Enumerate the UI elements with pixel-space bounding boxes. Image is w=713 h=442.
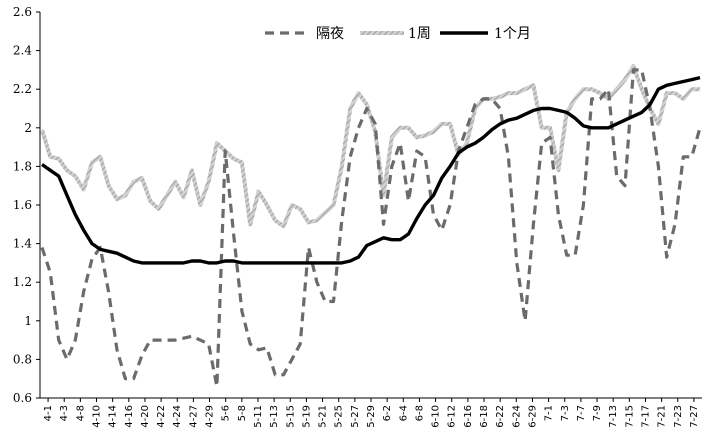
x-tick-label: 6-18 (479, 405, 490, 428)
x-tick-label: 6-2 (382, 405, 393, 421)
x-tick-label: 6-16 (463, 405, 474, 428)
x-tick-label: 5-11 (253, 405, 264, 428)
x-tick-label: 5-8 (237, 405, 248, 421)
y-tick-label: 1.8 (13, 159, 32, 173)
x-tick-label: 6-24 (511, 405, 522, 428)
legend: 隔夜 1周 1个月 (265, 26, 531, 42)
x-tick-label: 6-10 (431, 405, 442, 428)
series-layer (40, 64, 702, 388)
x-tick-label: 6-29 (527, 405, 538, 428)
x-tick-label: 4-20 (140, 405, 151, 428)
x-tick-label: 6-22 (495, 405, 506, 428)
y-tick-label: 2.6 (13, 5, 32, 19)
y-tick-label: 1.4 (13, 237, 32, 251)
x-tick-label: 4-10 (92, 405, 103, 428)
x-tick-label: 7-15 (624, 405, 635, 428)
x-tick-label: 4-22 (156, 405, 167, 428)
legend-label-1-month: 1个月 (494, 26, 531, 42)
x-tick-label: 4-27 (188, 405, 199, 428)
x-tick-label: 4-24 (172, 405, 183, 428)
x-tick-label: 4-29 (205, 405, 216, 428)
x-tick-label: 5-15 (285, 405, 296, 428)
series-line-overnight (40, 68, 702, 388)
x-tick-label: 7-9 (592, 405, 603, 421)
x-tick-label: 7-17 (640, 405, 651, 428)
legend-label-1-week: 1周 (408, 26, 431, 42)
y-tick-label: 1.2 (13, 275, 32, 289)
y-tick-label: 1 (24, 314, 32, 328)
y-tick-label: 1.6 (13, 198, 32, 212)
series-line-1-week (40, 64, 700, 229)
x-tick-label: 6-12 (447, 405, 458, 428)
x-tick-label: 7-13 (608, 405, 619, 428)
x-tick-label: 5-29 (366, 405, 377, 428)
axes: 0.6 0.8 1 1.2 1.4 1.6 1.8 2 2.2 2.4 2.6 4-1 4-3 4-8 4-… (13, 5, 702, 428)
x-tick-label: 5-13 (269, 405, 280, 428)
x-tick-label: 5-25 (334, 405, 345, 428)
x-tick-label: 4-1 (43, 405, 54, 421)
y-tick-label: 2.4 (13, 44, 32, 58)
x-tick-label: 7-21 (657, 405, 668, 428)
x-tick-label: 7-27 (689, 405, 700, 428)
x-tick-label: 5-27 (350, 405, 361, 428)
x-tick-label: 5-6 (221, 405, 232, 421)
x-tick-label: 6-4 (398, 405, 409, 421)
series-line-1-month (41, 75, 701, 265)
x-tick-label: 6-8 (414, 405, 425, 421)
x-tick-label: 4-16 (124, 405, 135, 428)
x-tick-label: 4-3 (59, 405, 70, 421)
x-tick-label: 4-8 (75, 405, 86, 421)
y-tick-label: 2.2 (13, 82, 32, 96)
x-tick-label: 7-3 (560, 405, 571, 421)
x-tick-label: 5-19 (301, 405, 312, 428)
x-tick-label: 7-1 (544, 405, 555, 421)
y-tick-label: 0.6 (13, 391, 32, 405)
x-tick-label: 7-23 (673, 405, 684, 428)
legend-label-overnight: 隔夜 (316, 26, 344, 42)
x-tick-label: 5-21 (318, 405, 329, 428)
x-tick-label: 7-7 (576, 405, 587, 421)
y-tick-label: 2 (24, 121, 32, 135)
y-tick-label: 0.8 (13, 352, 32, 366)
x-tick-label: 4-14 (108, 405, 119, 428)
